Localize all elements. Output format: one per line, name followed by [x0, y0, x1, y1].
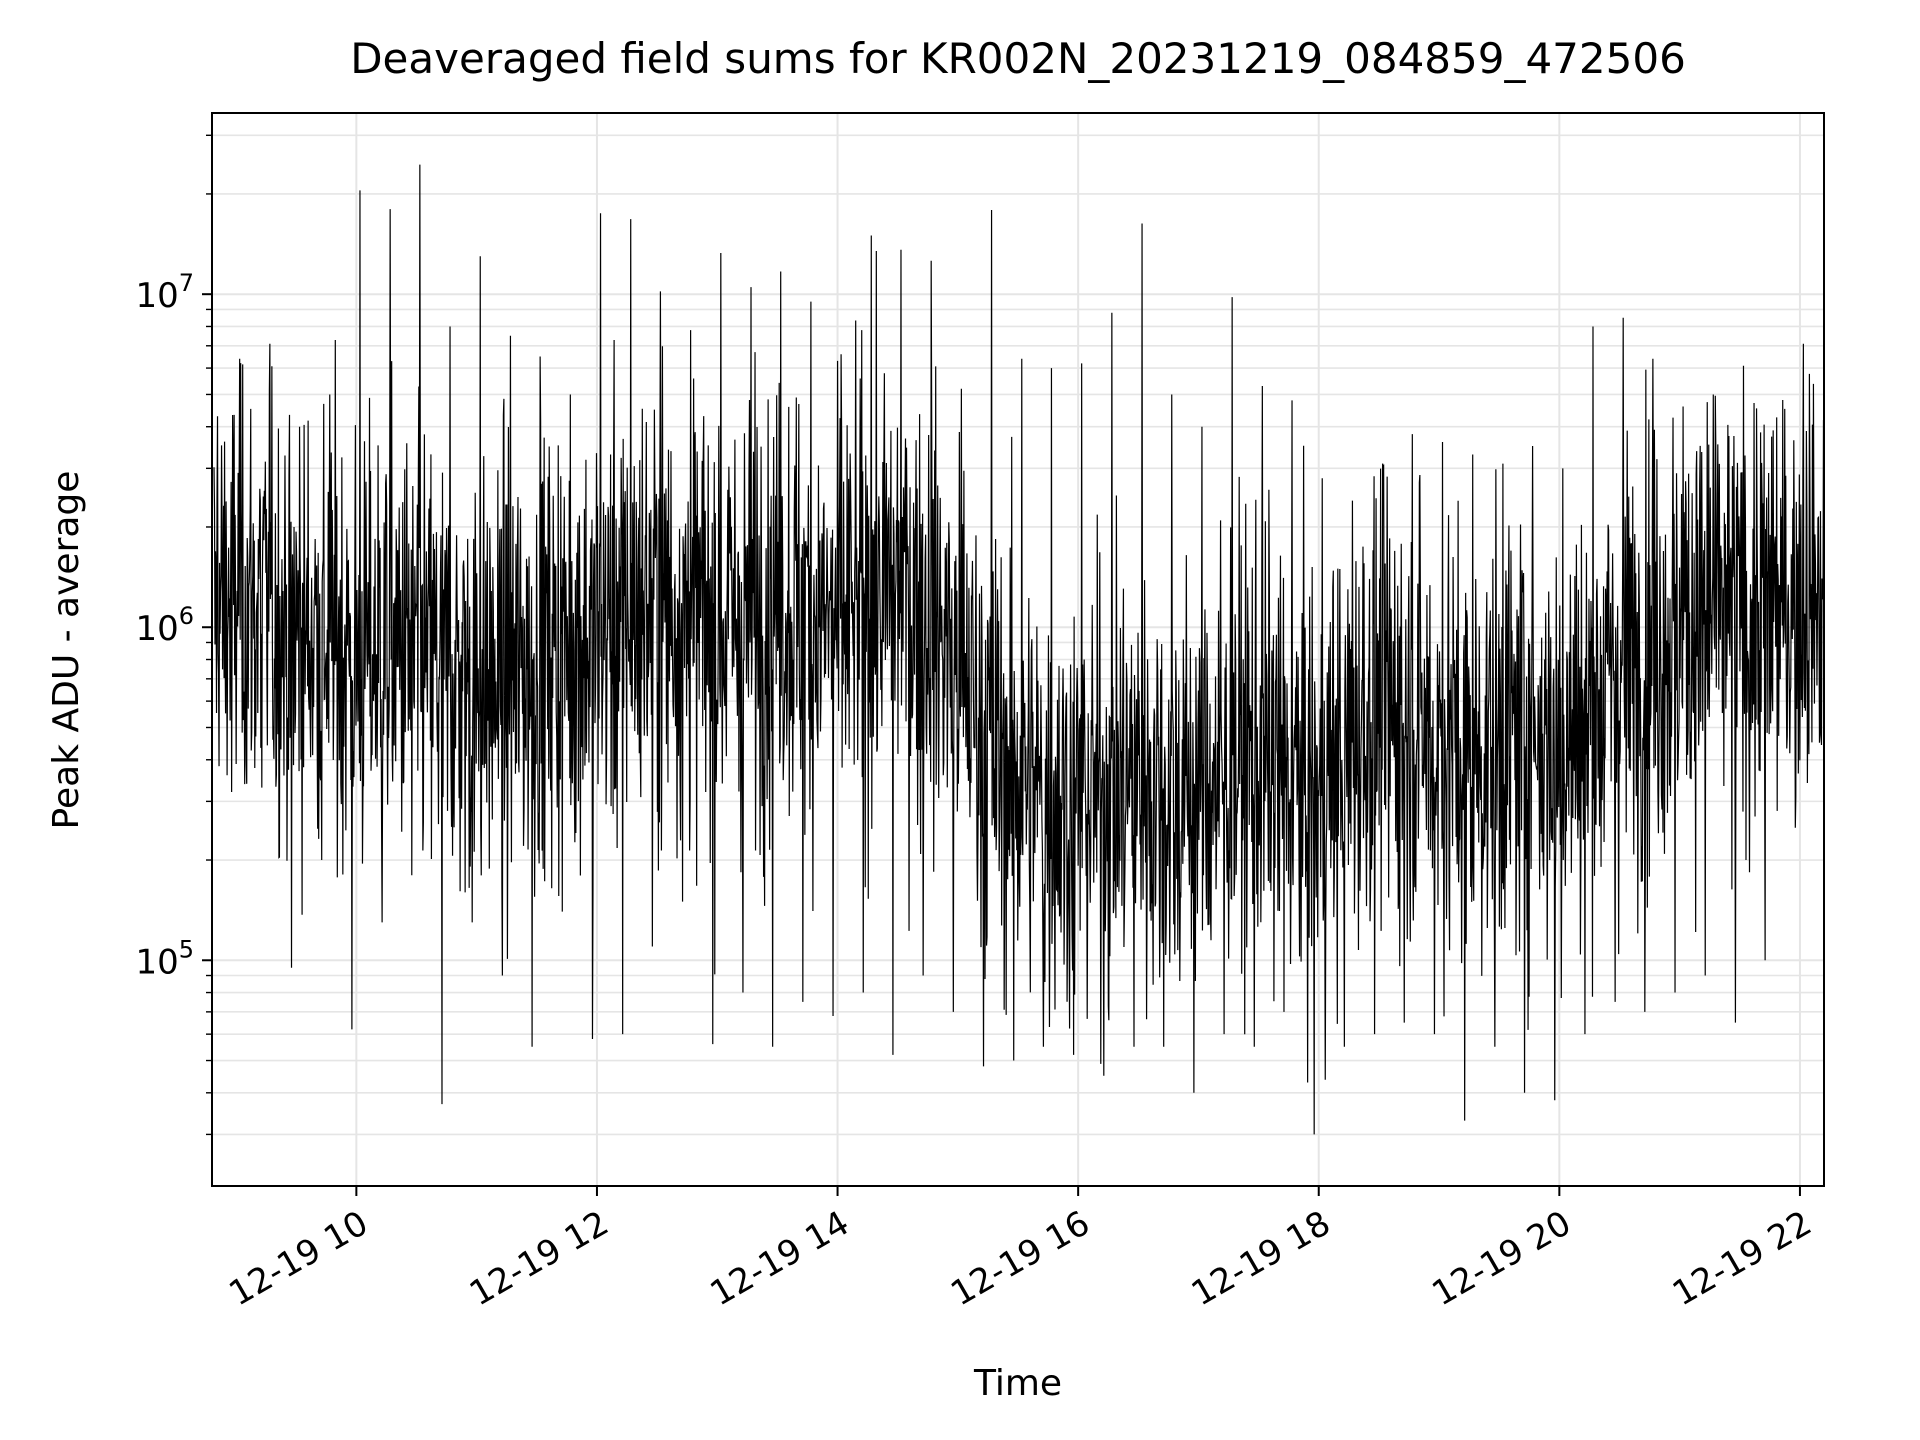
series-trace — [213, 164, 1825, 1135]
chart-title: Deaveraged field sums for KR002N_2023121… — [350, 34, 1686, 83]
y-axis-ticks: 105 106 107 — [135, 134, 212, 1136]
y-tick-label: 107 — [135, 269, 194, 316]
x-axis-label: Time — [973, 1363, 1062, 1404]
y-axis-label: Peak ADU - average — [46, 471, 87, 830]
series-line — [213, 164, 1825, 1135]
y-tick-label: 105 — [135, 935, 194, 982]
y-tick-label: 106 — [135, 602, 194, 649]
plot-frame — [211, 112, 1825, 1187]
